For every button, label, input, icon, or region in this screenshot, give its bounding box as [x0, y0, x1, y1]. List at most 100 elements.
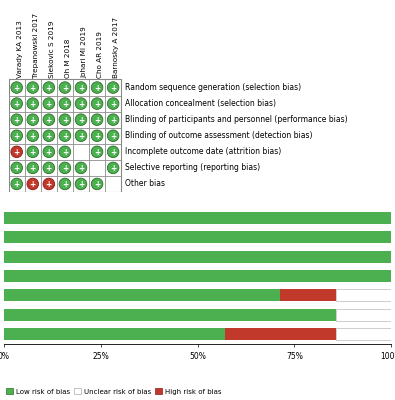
Bar	[57, 144, 73, 160]
Text: +: +	[110, 164, 116, 173]
Bar	[4, 250, 391, 262]
Bar	[25, 176, 41, 192]
Bar	[73, 128, 89, 144]
Bar	[41, 80, 57, 96]
Circle shape	[59, 98, 71, 109]
Text: +: +	[46, 116, 52, 125]
Circle shape	[75, 98, 87, 109]
Bar	[336, 290, 391, 302]
Text: +: +	[46, 100, 52, 108]
Text: +: +	[62, 180, 68, 189]
Text: +: +	[94, 132, 100, 141]
Circle shape	[11, 178, 23, 190]
Bar	[73, 96, 89, 112]
Bar	[9, 80, 121, 192]
Circle shape	[75, 130, 87, 142]
Bar	[89, 144, 105, 160]
Circle shape	[107, 82, 119, 93]
Bar	[57, 96, 73, 112]
Circle shape	[27, 114, 39, 126]
Text: +: +	[30, 164, 36, 173]
Circle shape	[91, 114, 103, 126]
Text: +: +	[78, 180, 84, 189]
Bar	[105, 176, 121, 192]
Text: +: +	[46, 180, 52, 189]
Text: +: +	[78, 100, 84, 108]
Text: +: +	[30, 132, 36, 141]
Text: Siekovic S 2019: Siekovic S 2019	[49, 21, 55, 78]
Text: +: +	[46, 164, 52, 173]
Circle shape	[11, 162, 23, 174]
Text: +: +	[110, 148, 116, 157]
Bar	[25, 96, 41, 112]
Text: +: +	[94, 100, 100, 108]
Text: Varady KA 2013: Varady KA 2013	[17, 20, 23, 78]
Text: Incomplete outcome date (attrition bias): Incomplete outcome date (attrition bias)	[125, 147, 281, 156]
Circle shape	[91, 130, 103, 142]
Bar	[4, 231, 391, 243]
Circle shape	[91, 178, 103, 190]
Circle shape	[43, 114, 55, 126]
Text: +: +	[46, 148, 52, 157]
Bar	[41, 128, 57, 144]
Bar	[41, 176, 57, 192]
Circle shape	[107, 98, 119, 109]
Bar	[105, 160, 121, 176]
Bar	[9, 80, 25, 96]
Text: +: +	[62, 148, 68, 157]
Text: Selective reporting (reporting bias): Selective reporting (reporting bias)	[125, 163, 260, 172]
Circle shape	[107, 114, 119, 126]
Text: Cho AR 2019: Cho AR 2019	[97, 31, 103, 78]
Text: Barnosky A 2017: Barnosky A 2017	[113, 17, 119, 78]
Text: Blinding of participants and personnel (performance bias): Blinding of participants and personnel (…	[125, 115, 348, 124]
Text: Blinding of outcome assessment (detection bias): Blinding of outcome assessment (detectio…	[125, 131, 313, 140]
Circle shape	[59, 114, 71, 126]
Text: +: +	[94, 84, 100, 92]
Text: Other bias: Other bias	[125, 180, 165, 188]
Bar	[9, 144, 25, 160]
Bar	[57, 176, 73, 192]
Text: +: +	[13, 180, 20, 189]
Text: +: +	[30, 180, 36, 189]
Text: +: +	[13, 148, 20, 157]
Circle shape	[27, 162, 39, 174]
Text: +: +	[30, 148, 36, 157]
Circle shape	[43, 98, 55, 109]
Circle shape	[59, 178, 71, 190]
Bar	[25, 160, 41, 176]
Circle shape	[43, 82, 55, 93]
Bar	[105, 96, 121, 112]
Text: +: +	[13, 116, 20, 125]
Text: +: +	[13, 164, 20, 173]
Bar	[57, 160, 73, 176]
Circle shape	[59, 146, 71, 158]
Bar	[105, 80, 121, 96]
Circle shape	[43, 146, 55, 158]
Circle shape	[11, 114, 23, 126]
Text: +: +	[46, 132, 52, 141]
Text: +: +	[62, 132, 68, 141]
Text: +: +	[94, 116, 100, 125]
Bar	[9, 112, 25, 128]
Circle shape	[11, 130, 23, 142]
Circle shape	[27, 146, 39, 158]
Circle shape	[59, 130, 71, 142]
Bar	[225, 328, 336, 340]
Text: +: +	[78, 84, 84, 92]
Circle shape	[75, 162, 87, 174]
Bar	[9, 128, 25, 144]
Text: +: +	[110, 116, 116, 125]
Bar	[73, 112, 89, 128]
Bar	[9, 160, 25, 176]
Bar	[336, 328, 391, 340]
Bar	[41, 96, 57, 112]
Bar	[41, 160, 57, 176]
Text: +: +	[110, 84, 116, 92]
Bar	[280, 290, 336, 302]
Bar	[89, 96, 105, 112]
Circle shape	[27, 178, 39, 190]
Circle shape	[75, 178, 87, 190]
Circle shape	[107, 146, 119, 158]
Bar	[4, 328, 225, 340]
Circle shape	[11, 98, 23, 109]
